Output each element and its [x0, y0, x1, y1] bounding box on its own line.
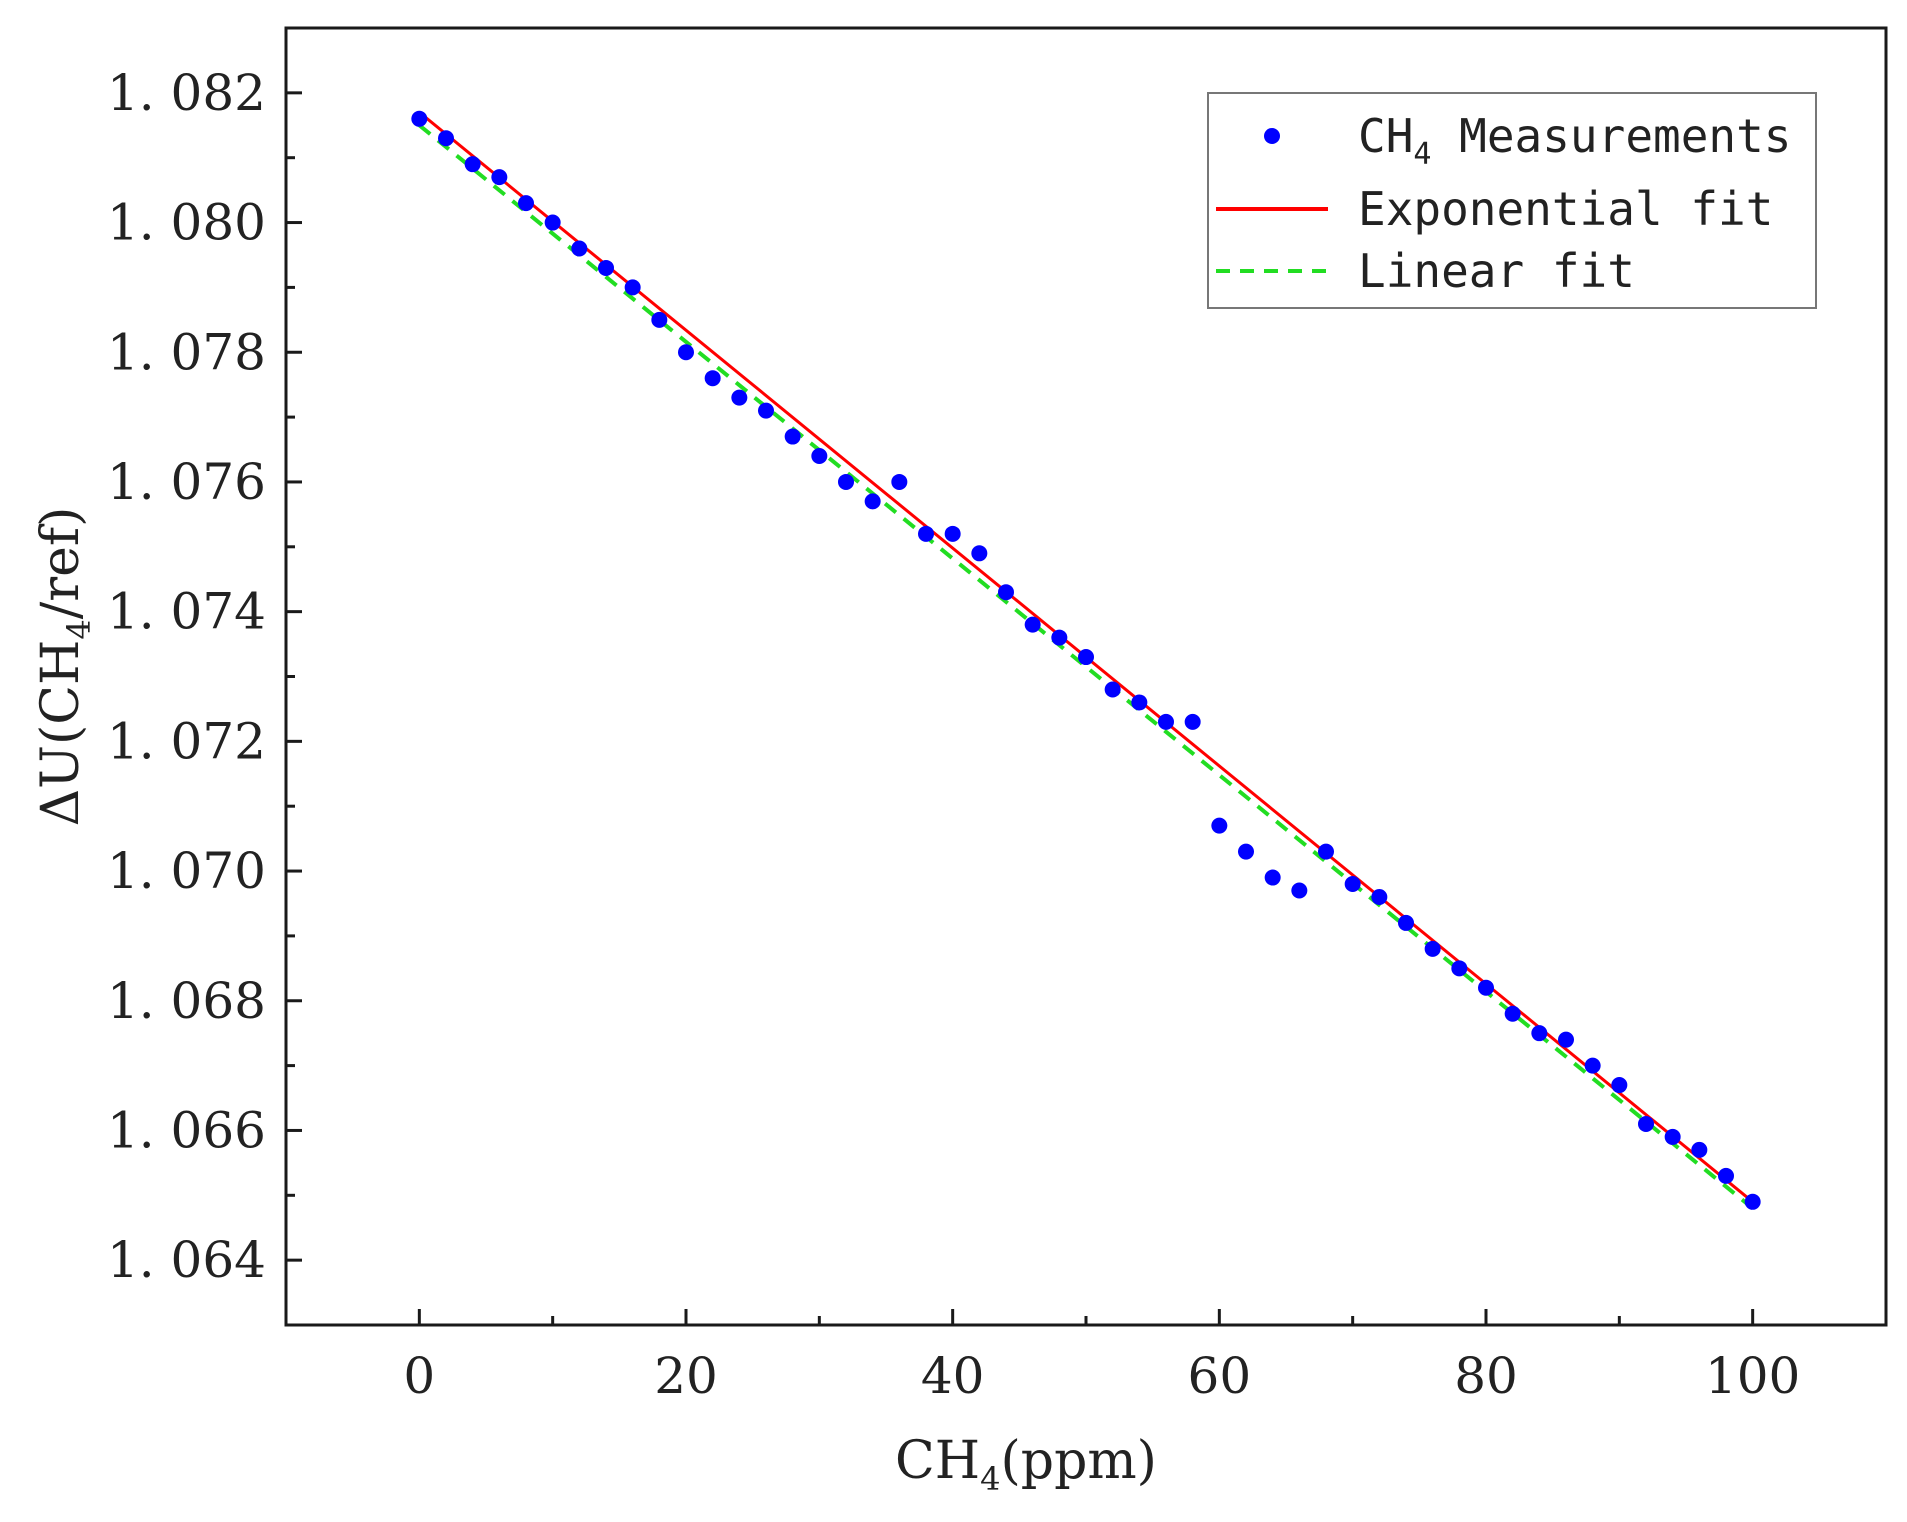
data-point	[998, 584, 1014, 601]
data-point	[811, 448, 828, 465]
y-tick-label: 1. 076	[107, 453, 266, 511]
x-axis-title: CH4(ppm)	[895, 1431, 1157, 1498]
data-point	[1398, 914, 1414, 931]
data-point	[1158, 713, 1174, 730]
legend-label: Linear fit	[1358, 244, 1635, 298]
data-point	[464, 156, 481, 173]
x-tick-label: 20	[654, 1347, 718, 1405]
data-point	[731, 389, 748, 406]
data-point	[944, 525, 961, 542]
data-point	[1078, 649, 1094, 666]
data-point	[491, 169, 508, 186]
data-point	[1131, 694, 1148, 711]
data-point	[651, 311, 668, 328]
y-tick-label: 1. 064	[107, 1231, 266, 1289]
data-point	[784, 428, 801, 445]
y-tick-label: 1. 074	[107, 583, 266, 641]
data-point	[438, 130, 454, 147]
data-point	[1691, 1141, 1708, 1158]
data-point	[758, 402, 774, 419]
y-tick-label: 1. 066	[107, 1101, 266, 1159]
x-tick-label: 60	[1188, 1347, 1252, 1405]
legend-box	[1207, 92, 1817, 309]
y-tick-label: 1. 072	[107, 712, 266, 770]
legend-label: Exponential fit	[1358, 182, 1773, 236]
data-point	[571, 240, 588, 257]
data-point	[1264, 869, 1281, 886]
data-point	[624, 279, 641, 296]
data-point	[1051, 629, 1068, 646]
data-point	[704, 370, 721, 387]
data-point	[1558, 1031, 1574, 1048]
legend-label-main: CH	[1358, 109, 1413, 163]
y-tick-label: 1. 082	[107, 64, 266, 122]
data-point	[1184, 713, 1201, 730]
data-point	[1344, 876, 1361, 893]
x-axis-title-main: CH	[895, 1431, 980, 1491]
data-point	[1638, 1115, 1654, 1132]
x-axis-title-sub: 4	[980, 1460, 1000, 1498]
data-point	[1584, 1057, 1601, 1074]
data-point	[1211, 817, 1228, 834]
legend-label-tail: Measurements	[1431, 109, 1791, 163]
data-point	[1531, 1025, 1548, 1042]
data-point	[1611, 1077, 1628, 1094]
data-point	[1451, 960, 1468, 977]
data-point	[678, 344, 694, 361]
y-axis-title-main: ΔU(CH	[31, 640, 91, 827]
data-point	[598, 259, 614, 276]
legend-label: CH4 Measurements	[1358, 109, 1791, 172]
data-point	[1424, 940, 1441, 957]
y-tick-label: 1. 070	[107, 842, 266, 900]
y-axis-title-sub: 4	[60, 619, 98, 639]
y-axis-title-tail: /ref)	[31, 507, 91, 620]
data-point	[1104, 681, 1121, 698]
data-point	[1024, 616, 1041, 633]
data-point	[544, 214, 561, 231]
data-point	[1718, 1167, 1734, 1184]
data-point	[411, 110, 428, 127]
data-point	[1478, 979, 1494, 996]
x-tick-label: 40	[921, 1347, 985, 1405]
data-point	[1371, 888, 1388, 905]
legend-label-sub: 4	[1413, 137, 1431, 172]
x-tick-label: 0	[403, 1347, 435, 1405]
data-point	[518, 195, 534, 212]
data-point	[918, 525, 934, 542]
data-point	[1664, 1128, 1681, 1145]
data-point	[891, 473, 908, 490]
y-tick-label: 1. 080	[107, 194, 266, 252]
y-tick-label: 1. 078	[107, 323, 266, 381]
x-tick-label: 100	[1705, 1347, 1800, 1405]
data-point	[1318, 843, 1334, 860]
data-point	[1504, 1005, 1521, 1022]
data-point	[1744, 1193, 1761, 1210]
legend-marker-measurements	[1264, 128, 1280, 144]
y-axis-title: ΔU(CH4/ref)	[31, 507, 98, 827]
data-point	[1291, 882, 1308, 899]
x-axis-title-tail: (ppm)	[1001, 1431, 1157, 1491]
data-point	[864, 493, 881, 510]
y-tick-label: 1. 068	[107, 972, 266, 1030]
data-point	[838, 473, 854, 490]
data-point	[1238, 843, 1254, 860]
x-tick-label: 80	[1454, 1347, 1518, 1405]
data-point	[971, 545, 988, 562]
